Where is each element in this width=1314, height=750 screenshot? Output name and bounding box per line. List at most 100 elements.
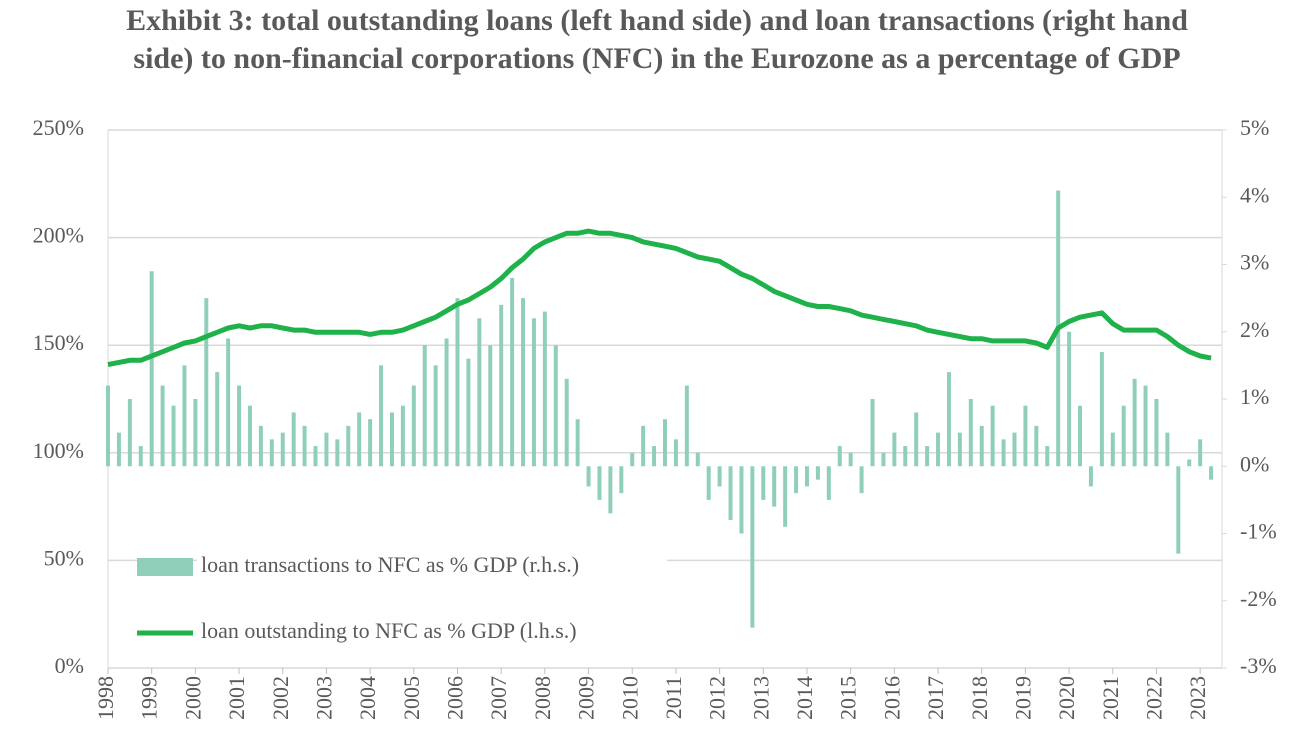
bar [946, 372, 951, 467]
x-tick-label: 2012 [705, 676, 730, 720]
y2-tick-label: 1% [1240, 384, 1269, 409]
x-tick-label: 2022 [1142, 676, 1167, 720]
bar [127, 399, 132, 467]
bar [247, 405, 252, 467]
bar [914, 412, 919, 467]
bar [346, 425, 351, 467]
bar [1165, 432, 1170, 467]
bar [641, 425, 646, 467]
bar [466, 358, 471, 467]
bar [990, 405, 995, 467]
bar [881, 452, 886, 467]
y-tick-label: 200% [33, 223, 84, 248]
x-tick-label: 2007 [486, 676, 511, 720]
bar [859, 466, 864, 494]
y2-tick-label: 0% [1240, 451, 1269, 476]
bar [728, 466, 733, 521]
bar [302, 425, 307, 467]
bar [608, 466, 613, 514]
bar [171, 405, 176, 467]
x-tick-label: 2020 [1054, 676, 1079, 720]
bar [411, 385, 416, 467]
legend-label: loan transactions to NFC as % GDP (r.h.s… [201, 552, 579, 577]
bar [335, 439, 340, 467]
x-tick-label: 2014 [792, 676, 817, 720]
x-tick-label: 2013 [748, 676, 773, 720]
y2-tick-label: 3% [1240, 250, 1269, 275]
bar [1088, 466, 1093, 487]
y2-tick-label: -1% [1240, 519, 1277, 544]
bar [794, 466, 799, 494]
bar [761, 466, 766, 500]
bar [673, 439, 678, 467]
bar [106, 385, 110, 467]
chart-title: Exhibit 3: total outstanding loans (left… [126, 4, 1188, 75]
bar [717, 466, 722, 487]
bar [531, 318, 536, 467]
bar [1176, 466, 1181, 554]
bar [193, 399, 198, 467]
x-tick-label: 2023 [1185, 676, 1210, 720]
y-tick-label: 100% [33, 438, 84, 463]
x-tick-label: 2015 [836, 676, 861, 720]
bar [455, 298, 460, 467]
x-tick-label: 2017 [923, 676, 948, 720]
bar [772, 466, 777, 507]
y-tick-label: 250% [33, 115, 84, 140]
y-tick-label: 0% [55, 653, 84, 678]
bar [575, 419, 580, 467]
x-tick-label: 2001 [224, 676, 249, 720]
bar [182, 365, 187, 467]
bar [400, 405, 405, 467]
bar [1154, 399, 1159, 467]
bar [116, 432, 121, 467]
bar [477, 318, 482, 467]
x-tick-label: 2016 [879, 676, 904, 720]
x-tick-label: 2019 [1010, 676, 1035, 720]
x-tick-label: 1998 [93, 676, 118, 720]
x-tick-label: 1999 [137, 676, 162, 720]
bar [957, 432, 962, 467]
bar [826, 466, 831, 500]
x-tick-label: 2008 [530, 676, 555, 720]
x-tick-label: 2002 [268, 676, 293, 720]
x-tick-label: 2021 [1098, 676, 1123, 720]
bar [739, 466, 744, 534]
bar [149, 271, 154, 467]
bar [652, 446, 657, 467]
bar [706, 466, 711, 500]
bar [204, 298, 209, 467]
x-tick-label: 2005 [399, 676, 424, 720]
bar [433, 365, 438, 467]
bar [215, 372, 220, 467]
bar [444, 338, 449, 467]
legend-label: loan outstanding to NFC as % GDP (l.h.s.… [201, 618, 577, 643]
x-tick-label: 2004 [355, 676, 380, 720]
bar [837, 446, 842, 467]
bar [1012, 432, 1017, 467]
bar [1198, 439, 1203, 467]
bar [1121, 405, 1126, 467]
bar [925, 446, 930, 467]
bar [1143, 385, 1148, 467]
bar [313, 446, 318, 467]
x-tick-label: 2006 [443, 676, 468, 720]
y-tick-label: 150% [33, 330, 84, 355]
bar [684, 385, 689, 467]
legend-swatch [137, 558, 193, 576]
x-tick-label: 2011 [661, 676, 686, 719]
bar [750, 466, 755, 628]
x-tick-label: 2000 [180, 676, 205, 720]
bar [783, 466, 788, 527]
bar [848, 452, 853, 467]
bar [979, 425, 984, 467]
bar [379, 365, 384, 467]
bar [422, 345, 427, 467]
bar [258, 425, 263, 467]
bar [1110, 432, 1115, 467]
y2-tick-label: 5% [1240, 115, 1269, 140]
bar [1078, 405, 1083, 467]
bar [564, 378, 569, 467]
bar [226, 338, 231, 467]
